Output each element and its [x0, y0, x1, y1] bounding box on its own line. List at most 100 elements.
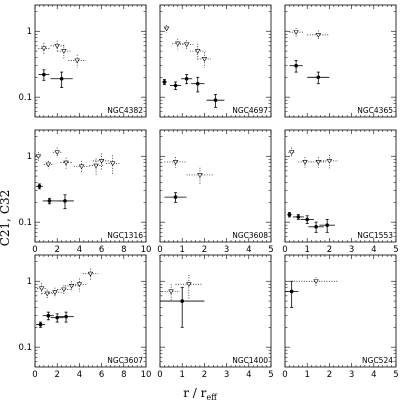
panel-label: NGC1316 [107, 231, 143, 240]
c21-point [305, 217, 310, 222]
x-tick-label: 0 [157, 245, 162, 255]
x-tick-label: 5 [268, 245, 273, 255]
panel-label: NGC1553 [357, 231, 393, 240]
x-tick-label: 6 [99, 370, 104, 380]
x-tick-label: 10 [141, 370, 152, 380]
x-tick-label: 4 [246, 245, 251, 255]
c32-point [195, 49, 201, 54]
x-tick-label: 5 [393, 370, 398, 380]
c32-point [38, 286, 45, 292]
c21-point [64, 314, 68, 319]
panel-label: NGC3607 [107, 356, 143, 365]
c32-point [163, 26, 170, 32]
panel-label: NGC4697 [232, 106, 268, 115]
c21-point [42, 72, 46, 77]
c32-point [315, 160, 322, 165]
c32-point [197, 173, 203, 178]
panel-label: NGC3608 [232, 231, 268, 240]
c21-point [47, 199, 52, 203]
y-axis-title: C21, C32 [0, 190, 12, 247]
panel-label: NGC1400 [232, 356, 268, 365]
c32-point [98, 158, 105, 164]
c32-point [326, 158, 333, 164]
x-tick-label: 10 [141, 245, 152, 255]
c32-point [41, 46, 47, 52]
panel-ngc1316: 0 2 4 6 8 10 0.1 1 NGC1316 [18, 129, 152, 255]
c32-point [172, 160, 179, 165]
panel-label: NGC4382 [107, 106, 143, 115]
c21-point [287, 212, 292, 217]
c21-point [296, 215, 301, 219]
x-tick-label: 0 [282, 245, 287, 255]
x-tick-label: 1 [304, 245, 309, 255]
c21-point [63, 199, 67, 203]
x-tick-label: 3 [349, 370, 354, 380]
c32-point [175, 41, 181, 47]
c21-point [184, 76, 189, 81]
panel-frame [284, 254, 397, 368]
c32-point [74, 58, 80, 64]
panel-frame [34, 129, 147, 243]
panel-ngc3607: 0 2 4 6 8 10 0.1 1 NGC3607 [18, 254, 152, 380]
panel-frame [34, 254, 147, 368]
c32-point [288, 150, 295, 156]
panel-label: NGC4365 [357, 106, 393, 115]
y-tick-label: 0.1 [18, 343, 32, 353]
x-axis-title: r / reff [183, 386, 218, 402]
x-tick-label: 1 [179, 370, 184, 380]
c32-point [78, 164, 85, 170]
c21-point [213, 98, 218, 102]
c21-point [38, 322, 43, 327]
panel-frame [159, 4, 272, 118]
c32-point [52, 290, 58, 296]
c21-point [180, 299, 184, 303]
x-tick-label: 4 [371, 245, 376, 255]
x-tick-label: 4 [77, 370, 82, 380]
c21-point [325, 223, 329, 227]
x-tick-label: 5 [393, 245, 398, 255]
panel-ngc4365: NGC4365 [284, 4, 397, 118]
c32-point [183, 42, 190, 48]
c32-point [315, 32, 322, 38]
c32-point [168, 289, 174, 295]
c32-point [54, 150, 60, 156]
x-axis-title-subscript: eff [206, 393, 218, 402]
y-tick-label: 1 [27, 152, 32, 162]
x-tick-label: 2 [202, 245, 207, 255]
panel-frame [284, 4, 397, 118]
c21-point [314, 225, 318, 229]
c32-point [93, 163, 99, 169]
x-tick-label: 2 [327, 245, 332, 255]
c32-point [302, 160, 308, 165]
c32-point [61, 49, 67, 54]
c21-point [173, 83, 178, 88]
c32-point [186, 282, 192, 288]
c32-point [109, 161, 116, 167]
x-tick-label: 1 [304, 370, 309, 380]
y-tick-label: 1 [27, 27, 32, 37]
c21-point [294, 63, 298, 68]
c32-point [68, 283, 75, 289]
c21-point [173, 195, 178, 199]
c32-point [293, 30, 299, 35]
x-tick-label: 2 [202, 370, 207, 380]
x-tick-label: 8 [121, 370, 126, 380]
y-tick-label: 0.1 [18, 93, 32, 103]
panel-frame [159, 254, 272, 368]
x-tick-label: 0 [282, 370, 287, 380]
y-tick-label: 1 [27, 277, 32, 287]
c21-point [162, 80, 167, 84]
x-tick-label: 3 [224, 245, 229, 255]
c32-point [313, 279, 319, 285]
c21-point [59, 76, 64, 81]
c32-point [44, 291, 50, 297]
x-tick-label: 5 [268, 370, 273, 380]
panel-frame [159, 129, 272, 243]
x-tick-label: 2 [54, 370, 59, 380]
panel-ngc4382: 0.1 1 NGC4382 [18, 4, 147, 118]
